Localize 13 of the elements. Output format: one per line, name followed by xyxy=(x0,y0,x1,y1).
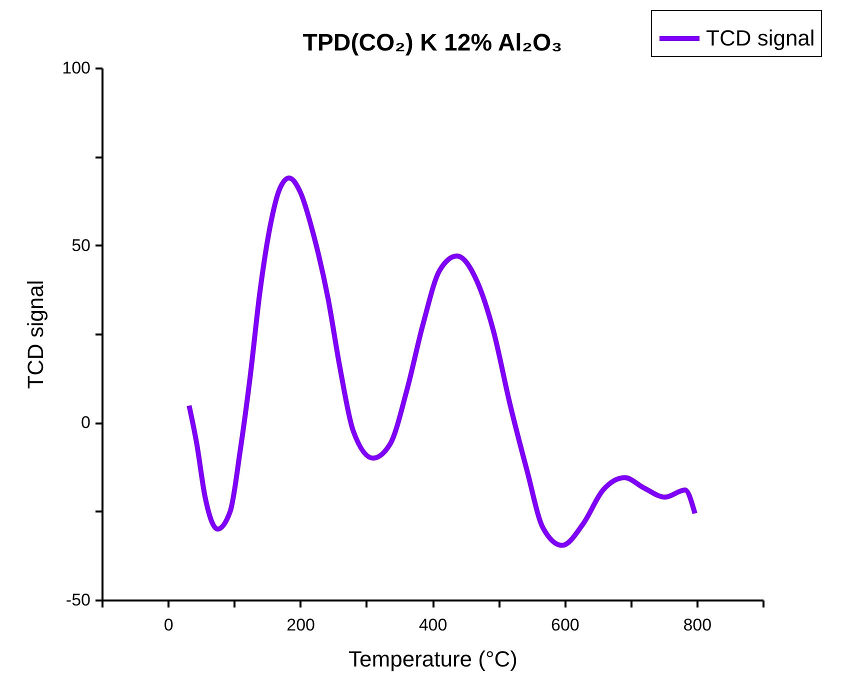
x-axis-title: Temperature (°C) xyxy=(348,646,518,672)
y-tick-label: 50 xyxy=(72,236,90,255)
x-tick-label: 0 xyxy=(164,616,174,634)
y-axis-title: TCD signal xyxy=(23,280,48,389)
x-tick-label: 200 xyxy=(286,616,315,634)
x-tick-label: 800 xyxy=(683,616,712,634)
chart-title: TPD(CO₂) K 12% Al₂O₃ xyxy=(302,30,562,56)
legend-label: TCD signal xyxy=(706,26,815,50)
y-tick-label: 100 xyxy=(62,58,90,78)
x-tick-label: 400 xyxy=(418,616,448,634)
y-tick-label: -50 xyxy=(66,590,90,610)
x-tick-label: 600 xyxy=(551,616,580,634)
y-tick-label: 0 xyxy=(81,413,90,432)
